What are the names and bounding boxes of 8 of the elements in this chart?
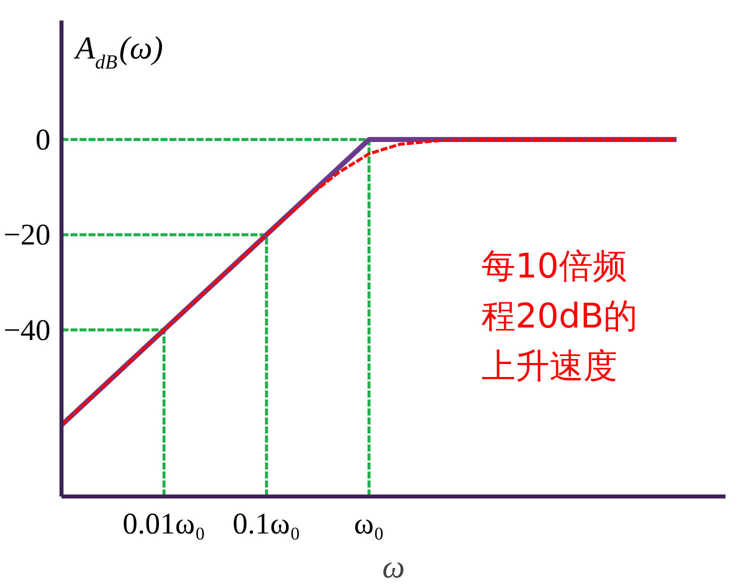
x-tick-label: 0.01ω₀ <box>122 508 206 540</box>
x-tick-label: ω₀ <box>354 508 384 540</box>
y-tick-label: 0 <box>36 124 50 156</box>
x-axis-title: ω <box>382 548 405 584</box>
y-tick-label: −20 <box>4 218 51 252</box>
annotation: 每10倍频程20dB的上升速度 <box>482 246 638 386</box>
x-tick-label: 0.1ω₀ <box>232 508 300 540</box>
y-tick-label: −40 <box>4 314 51 347</box>
